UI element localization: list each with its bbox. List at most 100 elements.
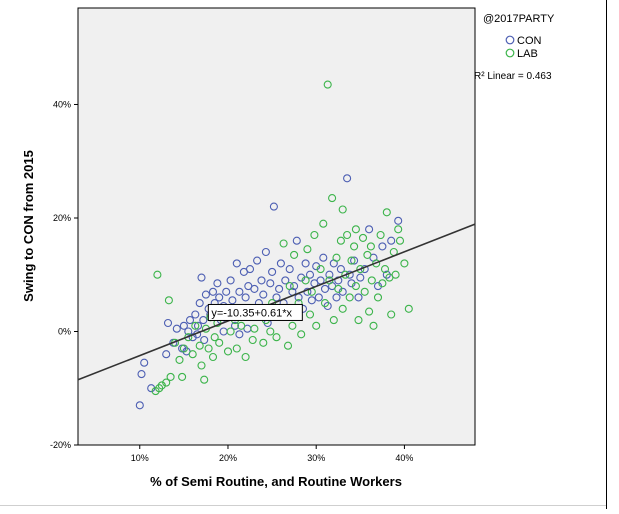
data-point-con: [319, 253, 328, 262]
data-point-con: [387, 236, 396, 245]
data-point-lab: [376, 230, 385, 240]
data-point-con: [200, 335, 209, 345]
r2-annotation: R² Linear = 0.463: [474, 71, 552, 82]
data-point-con: [197, 273, 206, 282]
data-point-con: [235, 287, 244, 296]
data-point-con: [172, 324, 181, 333]
y-tick-label: 0%: [58, 326, 71, 336]
data-point-con: [354, 293, 363, 302]
data-point-lab: [195, 341, 204, 350]
data-point-con: [184, 327, 193, 336]
data-point-con: [378, 242, 387, 251]
data-point-con: [268, 267, 277, 276]
fit-line-group: y=-10.35+0.61*x: [77, 223, 476, 381]
data-point-con: [261, 247, 270, 257]
data-point-con: [137, 370, 146, 379]
data-point-con: [135, 401, 144, 410]
legend-label-con: CON: [517, 35, 542, 47]
data-point-lab: [354, 316, 363, 325]
data-point-lab: [164, 296, 173, 305]
data-point-lab: [358, 233, 368, 242]
data-point-lab: [175, 355, 184, 364]
data-point-lab: [179, 344, 188, 353]
data-point-con: [241, 293, 250, 302]
data-point-lab: [316, 265, 325, 274]
data-point-con: [314, 293, 323, 302]
data-point-lab: [366, 242, 375, 251]
data-point-lab: [369, 321, 378, 330]
data-point-con: [394, 216, 403, 225]
y-tick-label: -20%: [50, 440, 71, 450]
data-point-lab: [395, 236, 405, 245]
data-point-con: [185, 316, 195, 325]
data-point-lab: [259, 338, 268, 347]
data-point-con: [163, 318, 173, 328]
data-point-con: [281, 276, 290, 285]
data-point-con: [332, 293, 341, 302]
data-point-con: [208, 287, 218, 296]
data-point-con: [201, 290, 210, 299]
data-point-con: [259, 290, 268, 299]
data-point-lab: [329, 316, 338, 325]
data-point-lab: [226, 327, 235, 336]
data-point-con: [325, 270, 334, 279]
data-point-con: [191, 310, 200, 319]
data-point-con: [347, 279, 356, 288]
scatter-points: [135, 80, 413, 410]
data-point-con: [373, 282, 383, 291]
x-tick-label: 10%: [131, 453, 149, 463]
data-point-lab: [312, 321, 321, 330]
frame-rule-bottom: [0, 505, 606, 506]
data-point-lab: [387, 310, 396, 319]
data-point-lab: [301, 276, 310, 285]
data-point-lab: [365, 307, 374, 316]
data-point-con: [336, 265, 345, 274]
data-point-lab: [343, 230, 352, 240]
data-point-lab: [356, 265, 365, 274]
data-point-lab: [290, 250, 299, 259]
data-point-con: [195, 299, 204, 308]
y-axis: -20% 0% 20% 40%: [50, 99, 78, 450]
data-point-con: [290, 282, 299, 291]
data-point-lab: [283, 341, 293, 350]
data-point-lab: [241, 352, 250, 362]
data-point-lab: [223, 347, 233, 356]
data-point-con: [215, 293, 224, 302]
data-point-lab: [197, 361, 206, 370]
data-point-lab: [323, 80, 332, 89]
data-point-con: [343, 174, 352, 183]
data-point-con: [245, 265, 255, 274]
data-point-lab: [320, 299, 330, 308]
data-point-lab: [232, 344, 241, 353]
x-axis: 10% 20% 30% 40%: [131, 445, 413, 463]
data-point-lab: [250, 324, 259, 333]
data-point-con: [179, 321, 188, 330]
data-point-lab: [178, 372, 187, 381]
legend-title: @2017PARTY: [483, 13, 555, 25]
data-point-con: [365, 225, 374, 234]
data-point-lab: [334, 284, 343, 293]
data-point-lab: [153, 270, 162, 279]
data-point-lab: [285, 282, 294, 291]
data-point-lab: [272, 333, 281, 342]
data-point-lab: [380, 265, 390, 274]
data-point-lab: [345, 293, 354, 302]
data-point-lab: [400, 259, 409, 268]
fit-line: [77, 223, 476, 381]
data-point-con: [232, 259, 241, 268]
x-tick-label: 30%: [307, 453, 325, 463]
data-point-con: [257, 276, 266, 285]
data-point-con: [285, 265, 294, 274]
data-point-lab: [162, 378, 171, 387]
data-point-con: [305, 270, 315, 279]
y-tick-label: 20%: [53, 213, 71, 223]
data-point-con: [235, 330, 244, 339]
data-point-con: [226, 276, 235, 285]
x-tick-label: 40%: [395, 453, 413, 463]
data-point-con: [230, 321, 240, 330]
data-point-con: [199, 316, 208, 325]
data-point-con: [253, 256, 262, 265]
data-point-lab: [351, 282, 360, 291]
data-point-lab: [210, 333, 219, 342]
data-point-lab: [297, 330, 306, 339]
